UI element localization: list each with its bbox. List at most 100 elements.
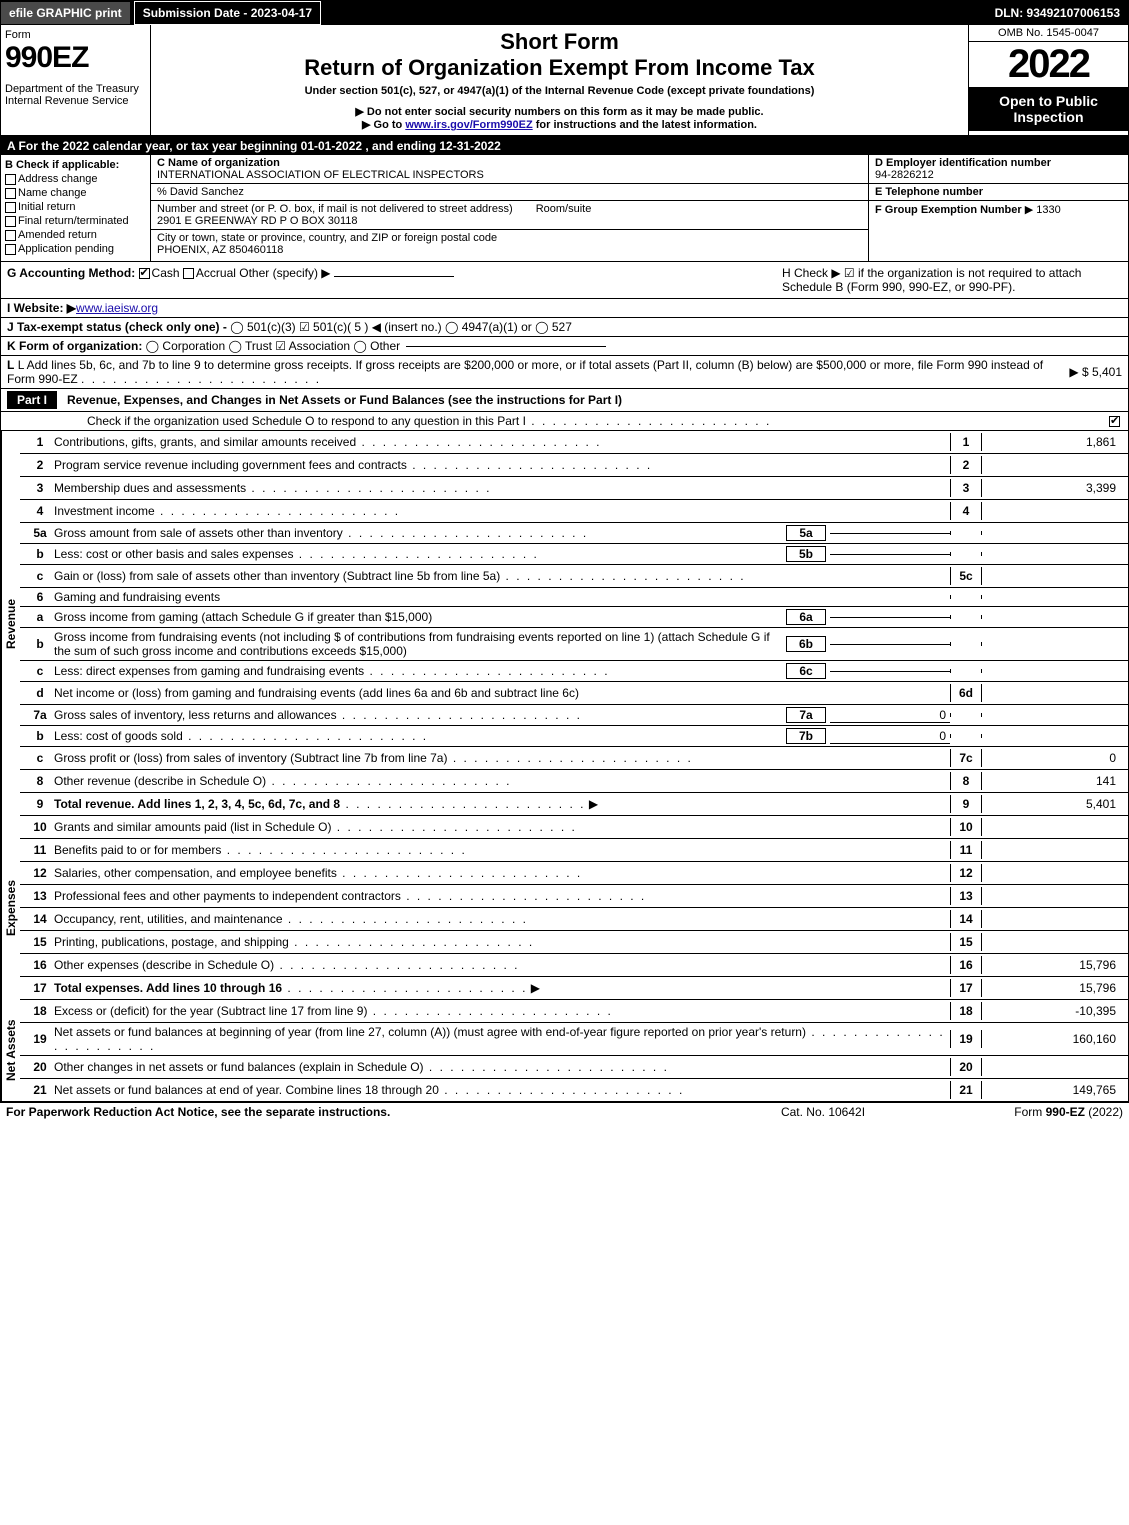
note2-post: for instructions and the latest informat… <box>533 119 757 131</box>
box-d: D Employer identification number 94-2826… <box>869 155 1128 184</box>
line-6c: cLess: direct expenses from gaming and f… <box>20 661 1128 682</box>
ssn-note: ▶ Do not enter social security numbers o… <box>159 105 960 118</box>
instructions-note: ▶ Go to www.irs.gov/Form990EZ for instru… <box>159 118 960 131</box>
ein-value: 94-2826212 <box>875 169 934 181</box>
line-16: 16Other expenses (describe in Schedule O… <box>20 954 1128 977</box>
footer-left: For Paperwork Reduction Act Notice, see … <box>6 1105 723 1119</box>
line-12: 12Salaries, other compensation, and empl… <box>20 862 1128 885</box>
care-of-row: % David Sanchez <box>151 184 868 201</box>
line-h: H Check ▶ ☑ if the organization is not r… <box>782 266 1122 294</box>
netassets-grid: Net Assets 18Excess or (deficit) for the… <box>1 1000 1128 1101</box>
line-7b: bLess: cost of goods sold7b0 <box>20 726 1128 747</box>
dln-label: DLN: 93492107006153 <box>987 2 1128 24</box>
line-6: 6Gaming and fundraising events <box>20 588 1128 607</box>
chk-accrual[interactable] <box>183 268 194 279</box>
line-14: 14Occupancy, rent, utilities, and mainte… <box>20 908 1128 931</box>
chk-name-change[interactable]: Name change <box>5 187 146 199</box>
j-opts: ◯ 501(c)(3) ☑ 501(c)( 5 ) ◀ (insert no.)… <box>230 320 572 334</box>
city-label: City or town, state or province, country… <box>157 232 497 244</box>
irs-link[interactable]: www.irs.gov/Form990EZ <box>405 119 532 131</box>
line-7c: cGross profit or (loss) from sales of in… <box>20 747 1128 770</box>
chk-application-pending[interactable]: Application pending <box>5 243 146 255</box>
group-exempt-label: F Group Exemption Number <box>875 204 1022 216</box>
line-17: 17Total expenses. Add lines 10 through 1… <box>20 977 1128 1000</box>
group-exempt-value: ▶ 1330 <box>1025 204 1061 216</box>
section-gh: G Accounting Method: Cash Accrual Other … <box>1 262 1128 299</box>
line-5b: bLess: cost or other basis and sales exp… <box>20 544 1128 565</box>
org-name-row: C Name of organization INTERNATIONAL ASS… <box>151 155 868 184</box>
box-b-label: B Check if applicable: <box>5 159 119 171</box>
line-g: G Accounting Method: Cash Accrual Other … <box>7 266 782 294</box>
form-label: Form <box>5 29 146 41</box>
top-bar: efile GRAPHIC print Submission Date - 20… <box>1 1 1128 25</box>
j-label: J Tax-exempt status (check only one) - <box>7 320 227 334</box>
line-21: 21Net assets or fund balances at end of … <box>20 1079 1128 1101</box>
expenses-vlabel: Expenses <box>1 816 20 1000</box>
org-name: INTERNATIONAL ASSOCIATION OF ELECTRICAL … <box>157 169 484 181</box>
line-l: L L Add lines 5b, 6c, and 7b to line 9 t… <box>1 356 1128 389</box>
line-19: 19Net assets or fund balances at beginni… <box>20 1023 1128 1056</box>
line-a: A For the 2022 calendar year, or tax yea… <box>1 137 1128 155</box>
omb-number: OMB No. 1545-0047 <box>969 25 1128 42</box>
footer-catno: Cat. No. 10642I <box>723 1105 923 1119</box>
line-k: K Form of organization: ◯ Corporation ◯ … <box>1 337 1128 356</box>
form-990ez: efile GRAPHIC print Submission Date - 20… <box>0 0 1129 1102</box>
header-mid: Short Form Return of Organization Exempt… <box>151 25 968 135</box>
line-1: 1Contributions, gifts, grants, and simil… <box>20 431 1128 454</box>
footer-formref: Form 990-EZ (2022) <box>923 1105 1123 1119</box>
netassets-vlabel: Net Assets <box>1 1000 20 1101</box>
addr-label: Number and street (or P. O. box, if mail… <box>157 203 513 215</box>
line-20: 20Other changes in net assets or fund ba… <box>20 1056 1128 1079</box>
tax-year: 2022 <box>969 42 1128 87</box>
line-i: I Website: ▶ www.iaeisw.org <box>1 299 1128 318</box>
line-18: 18Excess or (deficit) for the year (Subt… <box>20 1000 1128 1023</box>
line-5a: 5aGross amount from sale of assets other… <box>20 523 1128 544</box>
g-label: G Accounting Method: <box>7 266 135 280</box>
name-label: C Name of organization <box>157 157 280 169</box>
part1-heading: Revenue, Expenses, and Changes in Net As… <box>67 393 1122 407</box>
city-row: City or town, state or province, country… <box>151 230 868 258</box>
form-subtitle: Under section 501(c), 527, or 4947(a)(1)… <box>159 85 960 97</box>
page-footer: For Paperwork Reduction Act Notice, see … <box>0 1102 1129 1121</box>
line-3: 3Membership dues and assessments33,399 <box>20 477 1128 500</box>
part1-check-note: Check if the organization used Schedule … <box>87 414 526 428</box>
chk-address-change[interactable]: Address change <box>5 173 146 185</box>
expenses-grid: Expenses 10Grants and similar amounts pa… <box>1 816 1128 1000</box>
submission-date: Submission Date - 2023-04-17 <box>134 1 321 25</box>
section-bcdef: B Check if applicable: Address change Na… <box>1 155 1128 262</box>
phone-label: E Telephone number <box>875 186 983 198</box>
box-e: E Telephone number <box>869 184 1128 201</box>
line-4: 4Investment income4 <box>20 500 1128 523</box>
website-link[interactable]: www.iaeisw.org <box>76 301 158 315</box>
chk-initial-return[interactable]: Initial return <box>5 201 146 213</box>
chk-amended-return[interactable]: Amended return <box>5 229 146 241</box>
line-10: 10Grants and similar amounts paid (list … <box>20 816 1128 839</box>
addr-row: Number and street (or P. O. box, if mail… <box>151 201 868 230</box>
k-label: K Form of organization: <box>7 339 142 353</box>
line-j: J Tax-exempt status (check only one) - ◯… <box>1 318 1128 337</box>
part1-header-row: Part I Revenue, Expenses, and Changes in… <box>1 389 1128 412</box>
line-6a: aGross income from gaming (attach Schedu… <box>20 607 1128 628</box>
box-b: B Check if applicable: Address change Na… <box>1 155 151 261</box>
short-form-label: Short Form <box>159 29 960 55</box>
line-9: 9Total revenue. Add lines 1, 2, 3, 4, 5c… <box>20 793 1128 816</box>
line-8: 8Other revenue (describe in Schedule O)8… <box>20 770 1128 793</box>
chk-final-return[interactable]: Final return/terminated <box>5 215 146 227</box>
l-amount: ▶ $ 5,401 <box>1069 365 1122 379</box>
line-15: 15Printing, publications, postage, and s… <box>20 931 1128 954</box>
room-label: Room/suite <box>536 203 592 215</box>
revenue-vlabel: Revenue <box>1 431 20 816</box>
ein-label: D Employer identification number <box>875 157 1051 169</box>
line-13: 13Professional fees and other payments t… <box>20 885 1128 908</box>
street-addr: 2901 E GREENWAY RD P O BOX 30118 <box>157 215 358 227</box>
website-label: I Website: ▶ <box>7 301 76 315</box>
line-6d: dNet income or (loss) from gaming and fu… <box>20 682 1128 705</box>
chk-cash[interactable] <box>139 268 150 279</box>
chk-schedule-o[interactable] <box>1109 416 1120 427</box>
form-title: Return of Organization Exempt From Incom… <box>159 55 960 81</box>
part1-label: Part I <box>7 391 57 409</box>
line-6b: bGross income from fundraising events (n… <box>20 628 1128 661</box>
dept-label: Department of the Treasury Internal Reve… <box>5 83 146 107</box>
form-header: Form 990EZ Department of the Treasury In… <box>1 25 1128 137</box>
efile-label: efile GRAPHIC print <box>1 2 130 24</box>
